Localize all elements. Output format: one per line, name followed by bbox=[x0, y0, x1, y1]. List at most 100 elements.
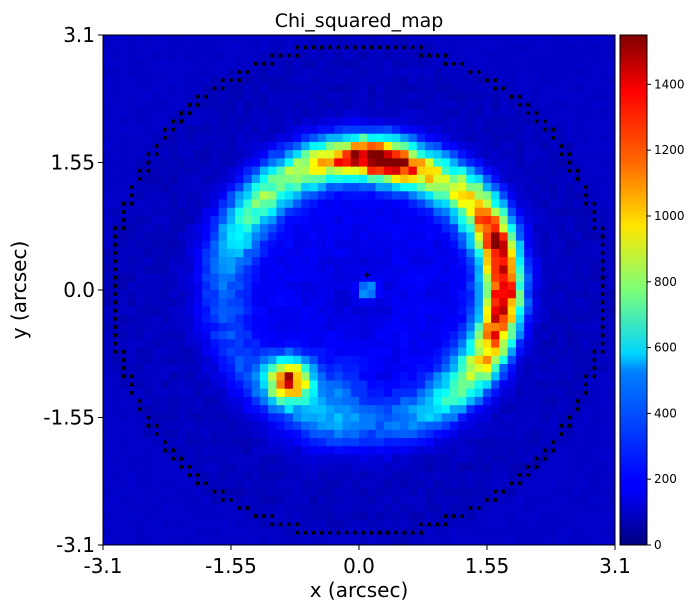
heatmap-cell bbox=[590, 59, 600, 69]
heatmap-cell bbox=[169, 43, 178, 53]
heatmap-cell bbox=[301, 380, 311, 390]
heatmap-cell bbox=[317, 322, 327, 332]
mask-dot bbox=[237, 70, 242, 74]
heatmap-cell bbox=[449, 199, 459, 209]
heatmap-cell bbox=[350, 298, 360, 308]
heatmap-cell bbox=[557, 355, 567, 365]
heatmap-cell bbox=[185, 331, 195, 340]
heatmap-cell bbox=[127, 364, 137, 373]
heatmap-cell bbox=[235, 59, 244, 69]
heatmap-cell bbox=[259, 396, 269, 406]
heatmap-cell bbox=[317, 100, 327, 110]
heatmap-cell bbox=[251, 479, 261, 489]
heatmap-cell bbox=[416, 438, 426, 447]
heatmap-cell bbox=[309, 495, 319, 505]
heatmap-cell bbox=[581, 141, 591, 151]
heatmap-cell bbox=[185, 166, 195, 176]
heatmap-cell bbox=[226, 150, 236, 159]
heatmap-cell bbox=[185, 174, 195, 184]
heatmap-cell bbox=[127, 281, 137, 291]
heatmap-cell bbox=[499, 166, 509, 176]
heatmap-cell bbox=[193, 413, 203, 423]
heatmap-cell bbox=[111, 413, 121, 423]
heatmap-cell bbox=[392, 232, 401, 242]
heatmap-cell bbox=[449, 191, 459, 201]
heatmap-cell bbox=[482, 215, 492, 225]
heatmap-cell bbox=[301, 183, 311, 192]
heatmap-cell bbox=[144, 43, 154, 53]
heatmap-cell bbox=[400, 100, 410, 110]
heatmap-cell bbox=[243, 248, 253, 258]
heatmap-cell bbox=[177, 199, 187, 209]
heatmap-cell bbox=[532, 347, 542, 357]
heatmap-cell bbox=[259, 183, 269, 192]
mask-dot bbox=[179, 111, 184, 115]
heatmap-cell bbox=[367, 232, 377, 242]
heatmap-cell bbox=[301, 240, 311, 250]
heatmap-cell bbox=[251, 224, 261, 234]
heatmap-cell bbox=[408, 67, 418, 77]
heatmap-cell bbox=[342, 232, 352, 242]
heatmap-cell bbox=[482, 413, 492, 423]
heatmap-cell bbox=[375, 273, 385, 283]
heatmap-cell bbox=[226, 125, 236, 135]
heatmap-cell bbox=[144, 487, 154, 497]
heatmap-cell bbox=[474, 240, 484, 250]
heatmap-cell bbox=[474, 487, 484, 497]
heatmap-cell bbox=[350, 380, 360, 390]
heatmap-cell bbox=[449, 215, 459, 225]
heatmap-cell bbox=[507, 314, 517, 324]
heatmap-cell bbox=[532, 100, 542, 110]
heatmap-cell bbox=[309, 141, 319, 151]
heatmap-cell bbox=[367, 421, 377, 431]
heatmap-cell bbox=[210, 290, 220, 299]
y-tick-label: -1.55 bbox=[43, 406, 95, 430]
heatmap-cell bbox=[342, 133, 352, 143]
heatmap-cell bbox=[292, 207, 302, 217]
heatmap-cell bbox=[334, 462, 344, 472]
heatmap-cell bbox=[515, 35, 525, 44]
heatmap-cell bbox=[276, 92, 286, 102]
heatmap-cell bbox=[573, 150, 583, 159]
heatmap-cell bbox=[136, 51, 145, 61]
heatmap-cell bbox=[251, 174, 261, 184]
heatmap-cell bbox=[103, 232, 112, 242]
heatmap-cell bbox=[259, 421, 269, 431]
heatmap-cell bbox=[548, 429, 558, 439]
heatmap-cell bbox=[185, 215, 195, 225]
heatmap-cell bbox=[111, 191, 121, 201]
heatmap-cell bbox=[557, 76, 567, 85]
heatmap-cell bbox=[408, 512, 418, 521]
heatmap-cell bbox=[210, 224, 220, 234]
heatmap-cell bbox=[433, 158, 443, 168]
heatmap-cell bbox=[375, 388, 385, 398]
heatmap-cell bbox=[144, 429, 154, 439]
heatmap-cell bbox=[251, 339, 261, 349]
heatmap-cell bbox=[515, 158, 525, 168]
heatmap-cell bbox=[177, 396, 187, 406]
heatmap-cell bbox=[392, 470, 401, 480]
heatmap-cell bbox=[425, 372, 434, 382]
mask-dot bbox=[278, 522, 283, 527]
heatmap-cell bbox=[218, 380, 228, 390]
heatmap-cell bbox=[152, 199, 162, 209]
heatmap-cell bbox=[152, 314, 162, 324]
heatmap-cell bbox=[202, 183, 211, 192]
heatmap-cell bbox=[507, 396, 517, 406]
heatmap-cell bbox=[350, 141, 360, 151]
heatmap-cell bbox=[557, 273, 567, 283]
heatmap-cell bbox=[144, 76, 154, 85]
heatmap-cell bbox=[226, 109, 236, 118]
mask-dot bbox=[113, 333, 118, 338]
heatmap-cell bbox=[515, 257, 525, 266]
heatmap-cell bbox=[284, 298, 294, 308]
heatmap-cell bbox=[177, 92, 187, 102]
heatmap-cell bbox=[515, 306, 525, 316]
heatmap-cell bbox=[111, 429, 121, 439]
heatmap-cell bbox=[532, 166, 542, 176]
heatmap-cell bbox=[334, 51, 344, 61]
heatmap-cell bbox=[433, 248, 443, 258]
heatmap-cell bbox=[491, 257, 500, 266]
heatmap-cell bbox=[243, 125, 253, 135]
heatmap-cell bbox=[598, 92, 608, 102]
